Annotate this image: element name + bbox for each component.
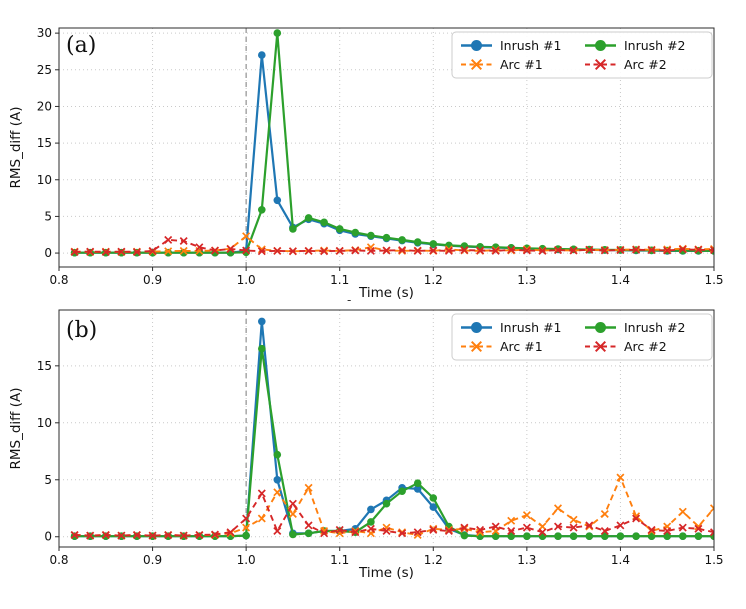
x-tick-label: 0.8 bbox=[49, 273, 68, 287]
legend-item-arc-1-label: Arc #1 bbox=[500, 57, 543, 72]
series-inrush-1-markers bbox=[70, 51, 714, 257]
x-tick-label: 1.2 bbox=[424, 273, 443, 287]
series-arc-2-markers bbox=[70, 235, 714, 257]
legend-item-arc-2: Arc #2 bbox=[585, 57, 667, 72]
legend-item-inrush-1-label: Inrush #1 bbox=[500, 38, 562, 53]
y-tick-label: 0 bbox=[44, 530, 52, 544]
legend-item-arc-1: Arc #1 bbox=[461, 339, 543, 354]
legend-item-inrush-2-label: Inrush #2 bbox=[624, 38, 686, 53]
x-tick-label: 1.2 bbox=[424, 553, 443, 567]
legend-item-arc-1-label: Arc #1 bbox=[500, 339, 543, 354]
x-tick-label: 1.1 bbox=[330, 553, 349, 567]
y-tick-label: 5 bbox=[44, 473, 52, 487]
legend-item-arc-2-label: Arc #2 bbox=[624, 339, 667, 354]
series-inrush-1-line bbox=[74, 54, 714, 254]
series-layer bbox=[70, 29, 714, 257]
y-tick-label: 30 bbox=[37, 26, 52, 40]
y-tick-label: 20 bbox=[37, 99, 52, 113]
x-tick-label: 1.3 bbox=[517, 273, 536, 287]
x-tick-label: 1.5 bbox=[704, 553, 723, 567]
panel-a-label: (a) bbox=[66, 33, 96, 58]
x-tick-label: 0.9 bbox=[143, 273, 162, 287]
series-arc-2-line bbox=[74, 492, 714, 537]
series-arc-2-line bbox=[74, 238, 714, 253]
axes-spine bbox=[58, 309, 715, 548]
legend-item-inrush-2-label: Inrush #2 bbox=[624, 320, 686, 335]
panel-b-label: (b) bbox=[66, 318, 97, 343]
panel-b-yaxis-title: RMS_diff (A) bbox=[8, 387, 24, 469]
panels-group: 0.8 0.9 1.0 1.1 1.2 1.3 1.4 1.5 0 5 10 15 20 25 30 Inru… bbox=[37, 26, 724, 567]
panel-a: 0.8 0.9 1.0 1.1 1.2 1.3 1.4 1.5 0 5 10 15 20 25 30 Inru… bbox=[37, 26, 724, 287]
legend: Inrush #1 Inrush #2 Arc #1 Arc #2 bbox=[451, 31, 713, 79]
y-tick-label: 15 bbox=[37, 359, 52, 373]
panel-a-xaxis-title: Time (s) bbox=[358, 285, 414, 301]
x-tick-label: 1.3 bbox=[517, 553, 536, 567]
axis-tick-labels: 0.8 0.9 1.0 1.1 1.2 1.3 1.4 1.5 0 5 10 15 20 25 30 bbox=[37, 26, 724, 287]
panel-a-yaxis-title: RMS_diff (A) bbox=[8, 106, 24, 188]
series-arc-1-line bbox=[74, 476, 714, 537]
axis-ticks bbox=[55, 365, 715, 551]
series-arc-1-line bbox=[74, 235, 714, 253]
axes-spine bbox=[58, 27, 715, 268]
x-tick-label: 1.5 bbox=[704, 273, 723, 287]
legend-item-inrush-2: Inrush #2 bbox=[585, 320, 686, 335]
y-tick-label: 10 bbox=[37, 416, 52, 430]
y-tick-label: 5 bbox=[44, 209, 52, 223]
legend-item-inrush-1-label: Inrush #1 bbox=[500, 320, 562, 335]
legend-item-inrush-2: Inrush #2 bbox=[585, 38, 686, 53]
legend-item-arc-1: Arc #1 bbox=[461, 57, 543, 72]
axis-tick-labels: 0.8 0.9 1.0 1.1 1.2 1.3 1.4 1.5 0 5 10 15 bbox=[37, 359, 724, 567]
x-tick-label: 0.9 bbox=[143, 553, 162, 567]
series-arc-2-markers bbox=[70, 489, 714, 540]
series-layer bbox=[70, 317, 714, 540]
x-tick-label: 0.8 bbox=[49, 553, 68, 567]
y-tick-label: 25 bbox=[37, 63, 52, 77]
x-tick-label: 1.0 bbox=[237, 553, 256, 567]
legend-item-inrush-1: Inrush #1 bbox=[461, 320, 562, 335]
x-tick-label: 1.4 bbox=[611, 273, 630, 287]
x-tick-label: 1.0 bbox=[237, 273, 256, 287]
panel-b-xaxis-title: Time (s) bbox=[358, 565, 414, 581]
stray-caption-mark: - bbox=[347, 293, 351, 307]
y-tick-label: 15 bbox=[37, 136, 52, 150]
x-tick-label: 1.4 bbox=[611, 553, 630, 567]
series-inrush-2-line bbox=[74, 347, 714, 538]
x-tick-label: 1.1 bbox=[330, 273, 349, 287]
legend-item-inrush-1: Inrush #1 bbox=[461, 38, 562, 53]
legend-item-arc-2-label: Arc #2 bbox=[624, 57, 667, 72]
y-tick-label: 10 bbox=[37, 173, 52, 187]
legend-item-arc-2: Arc #2 bbox=[585, 339, 667, 354]
axis-ticks bbox=[55, 32, 715, 271]
legend: Inrush #1 Inrush #2 Arc #1 Arc #2 bbox=[451, 313, 713, 361]
y-tick-label: 0 bbox=[44, 246, 52, 260]
